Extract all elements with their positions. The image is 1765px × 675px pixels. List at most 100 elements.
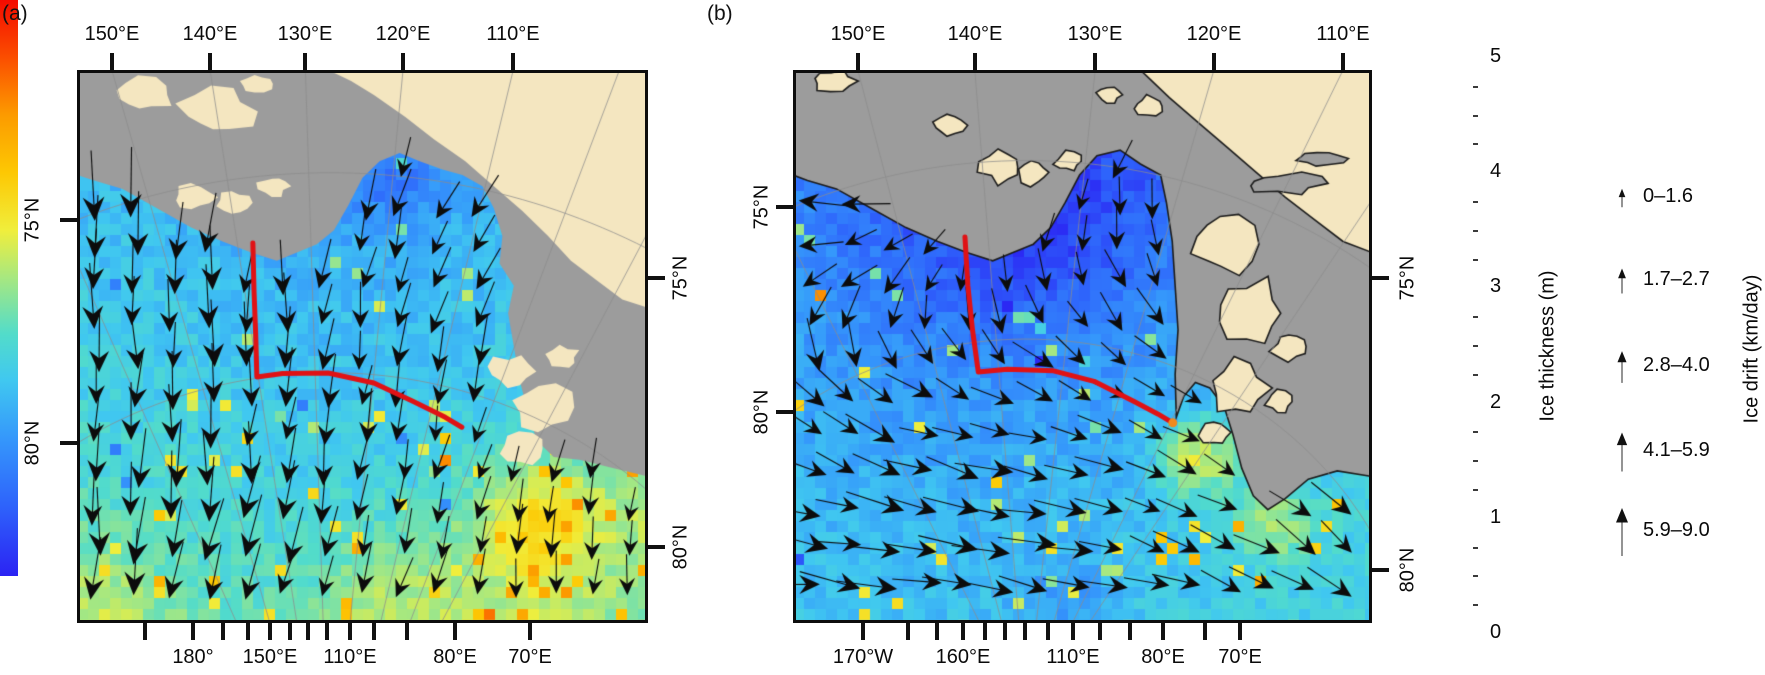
bottom-axis-tick bbox=[1128, 623, 1132, 640]
right-axis-tick bbox=[648, 545, 665, 549]
map-canvas-b bbox=[793, 70, 1372, 623]
drift-legend-item-label: 1.7–2.7 bbox=[1643, 268, 1710, 290]
colorbar-minor-tick bbox=[1473, 143, 1478, 146]
top-axis-tick bbox=[856, 53, 860, 70]
left-axis-label: 75°N bbox=[750, 184, 773, 230]
right-axis-tick bbox=[1372, 568, 1389, 572]
colorbar-minor-tick bbox=[1473, 114, 1478, 117]
bottom-axis-tick bbox=[348, 623, 352, 640]
bottom-axis-tick bbox=[1203, 623, 1207, 640]
bottom-axis-tick bbox=[143, 623, 147, 640]
bottom-axis-tick bbox=[1098, 623, 1102, 640]
colorbar-minor-tick bbox=[1473, 85, 1478, 88]
bottom-axis-tick bbox=[1046, 623, 1050, 640]
bottom-axis-tick bbox=[325, 623, 329, 640]
drift-legend-arrow-icon bbox=[1618, 268, 1626, 294]
colorbar-tick-label: 1 bbox=[1490, 505, 1502, 528]
top-axis-tick bbox=[973, 53, 977, 70]
top-axis-tick bbox=[303, 53, 307, 70]
colorbar-tick-label: 0 bbox=[1490, 621, 1502, 643]
ice-drift-legend-title: Ice drift (km/day) bbox=[1740, 274, 1763, 424]
bottom-axis-label: 170°W bbox=[832, 646, 894, 668]
bottom-axis-label: 110°E bbox=[323, 646, 377, 668]
right-axis-label: 75°N bbox=[1396, 255, 1419, 301]
colorbar-minor-tick bbox=[1473, 229, 1478, 232]
left-axis-tick bbox=[776, 410, 793, 414]
left-axis-label: 80°N bbox=[21, 420, 44, 466]
drift-legend-arrow-icon bbox=[1616, 432, 1628, 472]
bottom-axis-tick bbox=[528, 623, 532, 640]
right-axis-label: 80°N bbox=[1396, 547, 1419, 593]
bottom-axis-tick bbox=[1238, 623, 1242, 640]
bottom-axis-tick bbox=[1071, 623, 1075, 640]
colorbar-minor-tick bbox=[1473, 431, 1478, 434]
bottom-axis-tick bbox=[405, 623, 409, 640]
colorbar-minor-tick bbox=[1473, 604, 1478, 607]
bottom-axis-tick bbox=[861, 623, 865, 640]
colorbar-title: Ice thickness (m) bbox=[1536, 270, 1559, 422]
left-axis-tick bbox=[60, 441, 77, 445]
bottom-axis-label: 70°E bbox=[1218, 646, 1262, 668]
top-axis-tick bbox=[208, 53, 212, 70]
top-axis-label: 120°E bbox=[1186, 23, 1242, 45]
drift-legend-item-label: 4.1–5.9 bbox=[1643, 439, 1710, 461]
bottom-axis-tick bbox=[1161, 623, 1165, 640]
bottom-axis-label: 110°E bbox=[1046, 646, 1100, 668]
bottom-axis-tick bbox=[288, 623, 292, 640]
colorbar-minor-tick bbox=[1473, 460, 1478, 463]
right-axis-tick bbox=[1372, 276, 1389, 280]
drift-legend-item-label: 0–1.6 bbox=[1643, 185, 1694, 207]
bottom-axis-label: 160°E bbox=[935, 646, 991, 668]
left-axis-label: 80°N bbox=[750, 389, 773, 435]
panel-a-tag: (a) bbox=[2, 2, 28, 25]
drift-legend-item-label: 2.8–4.0 bbox=[1643, 354, 1710, 376]
bottom-axis-tick bbox=[246, 623, 250, 640]
bottom-axis-label: 80°E bbox=[1141, 646, 1185, 668]
bottom-axis-label: 80°E bbox=[433, 646, 477, 668]
left-axis-tick bbox=[776, 205, 793, 209]
colorbar-tick-label: 2 bbox=[1490, 390, 1502, 413]
right-axis-tick bbox=[648, 276, 665, 280]
top-axis-tick bbox=[110, 53, 114, 70]
colorbar-minor-tick bbox=[1473, 345, 1478, 347]
bottom-axis-label: 180° bbox=[172, 646, 214, 668]
right-axis-label: 80°N bbox=[669, 524, 692, 570]
colorbar-tick-label: 3 bbox=[1490, 275, 1502, 298]
bottom-axis-tick bbox=[1003, 623, 1007, 640]
bottom-axis-tick bbox=[935, 623, 939, 640]
drift-legend-arrow-icon bbox=[1616, 508, 1628, 556]
map-canvas-a bbox=[77, 70, 648, 623]
bottom-axis-tick bbox=[372, 623, 376, 640]
top-axis-label: 110°E bbox=[1316, 23, 1370, 45]
top-axis-label: 130°E bbox=[1067, 23, 1123, 45]
top-axis-label: 140°E bbox=[182, 23, 238, 45]
bottom-axis-tick bbox=[1023, 623, 1027, 640]
top-axis-label: 150°E bbox=[84, 23, 140, 45]
colorbar-minor-tick bbox=[1473, 489, 1478, 491]
top-axis-tick bbox=[511, 53, 515, 70]
top-axis-label: 120°E bbox=[375, 23, 431, 45]
top-axis-tick bbox=[1093, 53, 1097, 70]
colorbar-tick-label: 5 bbox=[1490, 45, 1502, 67]
bottom-axis-tick bbox=[191, 623, 195, 640]
top-axis-tick bbox=[1212, 53, 1216, 70]
right-axis-label: 75°N bbox=[669, 255, 692, 301]
bottom-axis-tick bbox=[268, 623, 272, 640]
colorbar-minor-tick bbox=[1473, 316, 1478, 319]
bottom-axis-tick bbox=[983, 623, 987, 640]
bottom-axis-tick bbox=[306, 623, 310, 640]
drift-legend-arrow-icon bbox=[1618, 188, 1626, 208]
top-axis-label: 150°E bbox=[830, 23, 886, 45]
bottom-axis-tick bbox=[961, 623, 965, 640]
map-frame-a bbox=[77, 70, 648, 623]
bottom-axis-label: 150°E bbox=[242, 646, 298, 668]
drift-legend-item-label: 5.9–9.0 bbox=[1643, 519, 1710, 541]
bottom-axis-tick bbox=[906, 623, 910, 640]
colorbar-minor-tick bbox=[1473, 258, 1478, 261]
drift-legend-arrow-icon bbox=[1617, 351, 1627, 383]
colorbar-minor-tick bbox=[1473, 575, 1478, 578]
bottom-axis-tick bbox=[221, 623, 225, 640]
left-axis-label: 75°N bbox=[21, 197, 44, 243]
colorbar-minor-tick bbox=[1473, 201, 1478, 203]
